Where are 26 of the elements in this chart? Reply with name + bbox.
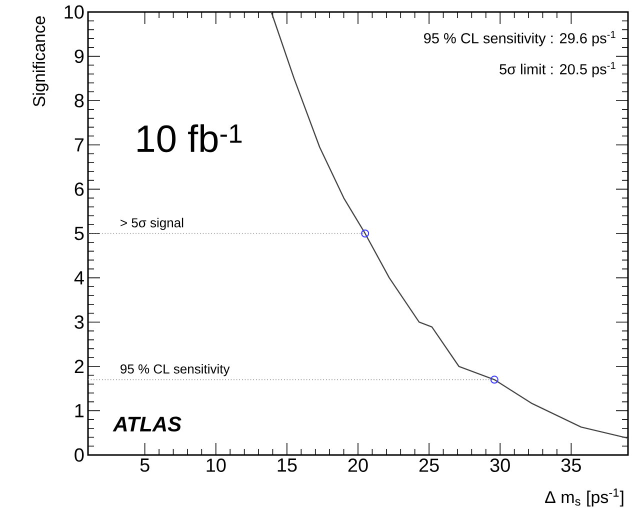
annotation: ATLAS — [112, 416, 182, 432]
x-tick-label: 15 — [278, 458, 297, 472]
y-tick-label: 6 — [74, 182, 84, 196]
y-tick-label: 4 — [74, 271, 84, 284]
annotation: 5σ limit : 20.5 ps$^{-1}$ — [500, 62, 616, 78]
x-tick-label: 35 — [561, 458, 581, 472]
x-tick-label: 5 — [140, 458, 150, 472]
y-tick-label: 10 — [64, 5, 84, 19]
y-tick-label: 0 — [74, 448, 84, 462]
y-tick-label: 2 — [74, 360, 84, 374]
y-tick-label: 1 — [75, 404, 84, 418]
y-tick-label: 9 — [74, 50, 84, 64]
ref-line-label: > 5σ signal — [120, 218, 184, 230]
annotation: 10 fb$^{-1}$ — [138, 124, 242, 152]
x-tick-label: 10 — [206, 458, 226, 472]
x-tick-label: 30 — [490, 458, 510, 472]
x-tick-label: 25 — [419, 458, 439, 472]
y-tick-label: 5 — [74, 226, 84, 240]
y-tick-label: 3 — [74, 315, 84, 329]
y-tick-label: 8 — [74, 94, 84, 108]
x-axis-title: Δ m$_{s}$ [ps$^{-1}$] — [545, 488, 624, 507]
y-axis-title: Significance — [32, 16, 48, 106]
ref-line-label: 95 % CL sensitivity — [120, 364, 230, 376]
annotation: 95 % CL sensitivity : 29.6 ps$^{-1}$ — [424, 31, 616, 46]
x-tick-label: 20 — [348, 458, 368, 472]
y-tick-label: 7 — [74, 138, 84, 152]
